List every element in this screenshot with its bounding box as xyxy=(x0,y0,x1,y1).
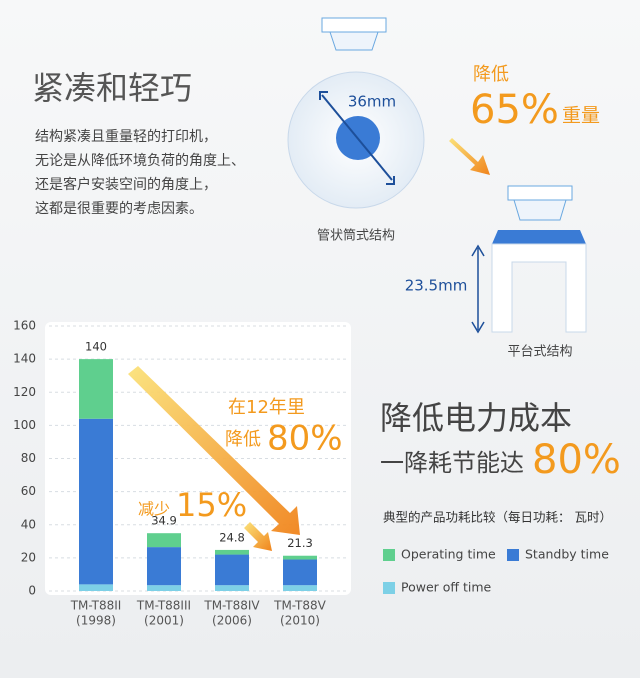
trend-arrow xyxy=(128,366,300,535)
bar-segment xyxy=(215,585,249,591)
flat-label: 平台式结构 xyxy=(507,345,572,360)
y-tick-label: 100 xyxy=(13,418,36,432)
caption: 典型的产品功耗比较（每日功耗： 瓦时） xyxy=(383,510,612,525)
x-tick-label: TM-T88III xyxy=(136,599,191,613)
arrow xyxy=(449,138,490,175)
body-line: 这都是很重要的考虑因素。 xyxy=(35,200,203,217)
legend-label: Standby time xyxy=(525,547,609,562)
bar-segment xyxy=(283,555,317,560)
body-line: 还是客户安装空间的角度上， xyxy=(35,176,217,193)
tube-printer xyxy=(287,17,425,209)
y-tick-label: 0 xyxy=(28,584,36,598)
y-tick-label: 120 xyxy=(13,385,36,399)
y-tick-label: 160 xyxy=(13,319,36,333)
x-tick-year: (2010) xyxy=(280,614,320,628)
x-tick-year: (1998) xyxy=(76,614,116,628)
x-tick-year: (2001) xyxy=(144,614,184,628)
weight: 重量 xyxy=(562,105,600,127)
bar-segment xyxy=(283,585,317,591)
y-tick-label: 20 xyxy=(21,550,36,564)
tube-label: 管状筒式结构 xyxy=(317,228,395,244)
legend-swatch xyxy=(383,582,395,594)
plot-area xyxy=(45,322,351,595)
legend-swatch xyxy=(383,549,395,561)
power-subtitle: 一降耗节能达 xyxy=(380,449,524,477)
height: 23.5mm xyxy=(405,277,468,295)
body-line: 无论是从降低环境负荷的角度上、 xyxy=(35,153,245,169)
total-label: 34.9 xyxy=(151,514,177,528)
x-tick-label: TM-T88II xyxy=(70,599,122,613)
small-arrow xyxy=(244,522,272,551)
legend-swatch xyxy=(507,549,519,561)
y-tick-label: 60 xyxy=(21,484,36,498)
y-tick-label: 140 xyxy=(13,352,36,366)
legend-label: Operating time xyxy=(401,547,496,562)
annotation: 减少 xyxy=(138,500,170,519)
body-line: 结构紧凑且重量轻的打印机， xyxy=(35,128,217,145)
legend-label: Power off time xyxy=(401,580,492,595)
bar-segment xyxy=(147,585,181,591)
y-tick-label: 80 xyxy=(21,451,36,465)
bar-segment xyxy=(147,533,181,548)
annotation: 降低 xyxy=(225,429,261,450)
reduce: 降低 xyxy=(473,64,509,85)
title: 紧凑和轻巧 xyxy=(32,69,192,107)
power-percent: 80% xyxy=(532,437,621,483)
total-label: 21.3 xyxy=(287,536,313,550)
bar-segment xyxy=(215,549,249,555)
power-title: 降低电力成本 xyxy=(380,399,572,437)
y-tick-label: 40 xyxy=(21,517,36,531)
annotation: 在12年里 xyxy=(228,397,305,418)
bar-segment xyxy=(79,359,113,419)
bar-segment xyxy=(79,418,113,585)
diameter: 36mm xyxy=(348,93,396,111)
bar-chart: 0 20 40 60 80 100 120 140 160 140 TM-T88II(1998) 34… xyxy=(13,319,609,628)
annotation: 15% xyxy=(176,486,247,524)
weight-percent: 65% xyxy=(470,87,559,133)
bar-segment xyxy=(283,559,317,586)
total-label: 24.8 xyxy=(219,530,245,544)
x-tick-label: TM-T88IV xyxy=(203,599,260,613)
annotation: 80% xyxy=(267,419,343,459)
bar-segment xyxy=(215,554,249,586)
total-label: 140 xyxy=(85,340,107,354)
bar-segment xyxy=(147,547,181,586)
bar-segment xyxy=(79,584,113,591)
x-tick-year: (2006) xyxy=(212,614,252,628)
x-tick-label: TM-T88V xyxy=(273,599,327,613)
flat-printer xyxy=(471,185,587,334)
